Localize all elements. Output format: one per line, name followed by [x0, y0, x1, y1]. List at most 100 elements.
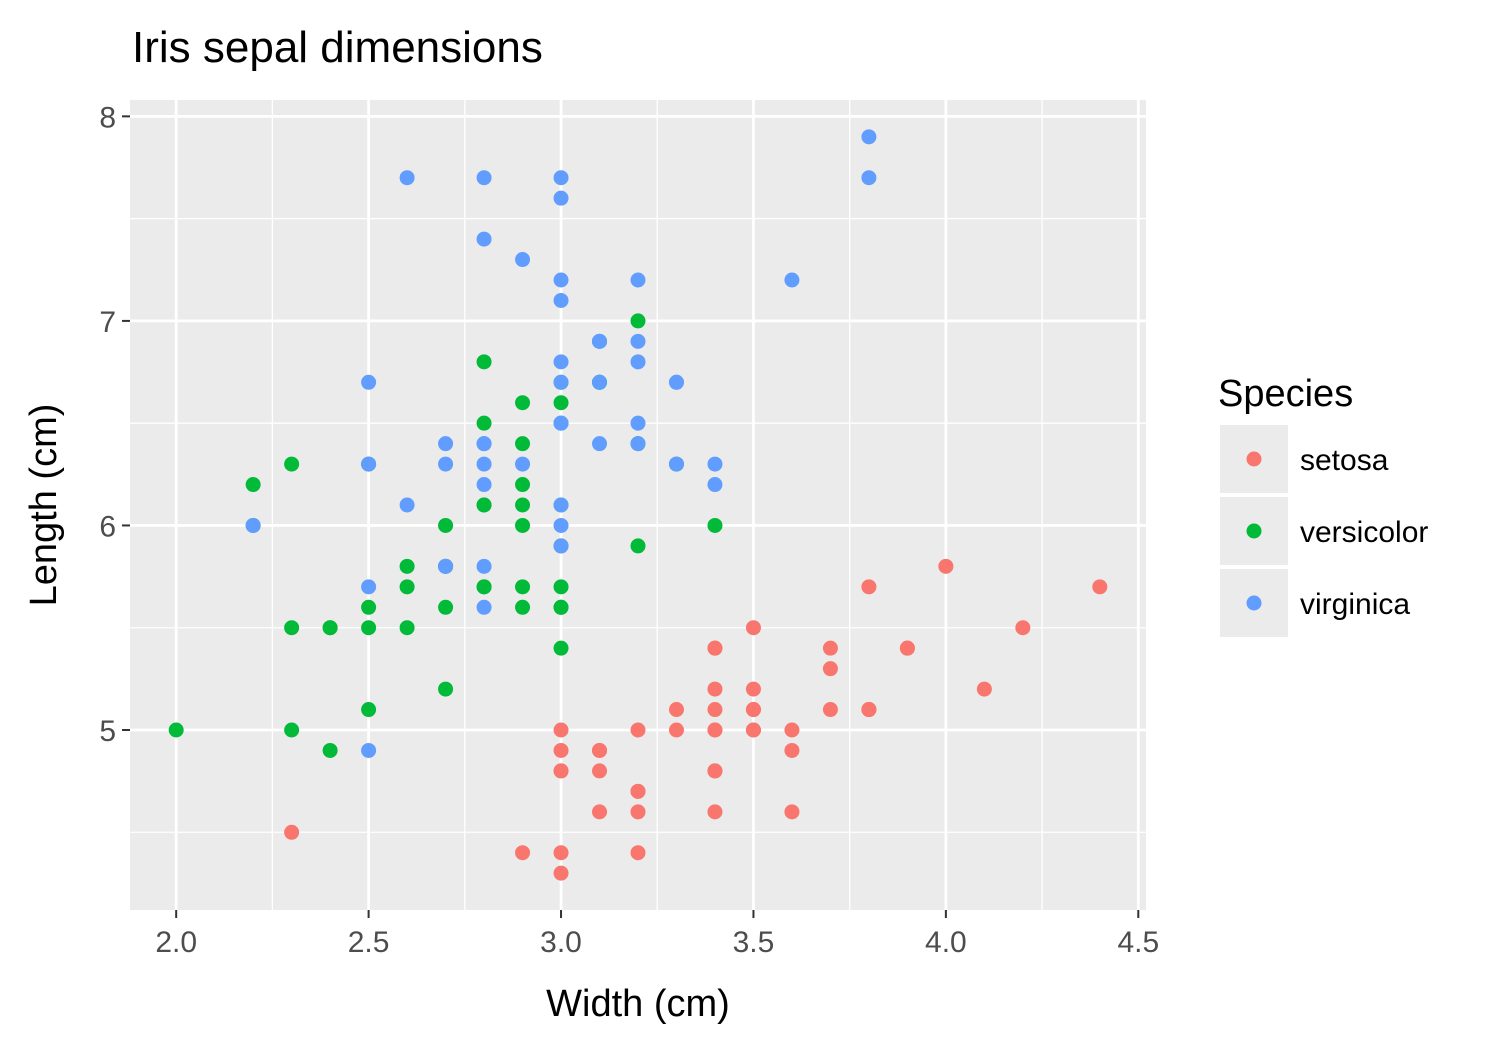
y-axis-title: Length (cm) [23, 404, 65, 607]
data-point-virginica [361, 579, 377, 595]
data-point-virginica [476, 558, 492, 574]
data-point-virginica [592, 374, 608, 390]
data-point-virginica [630, 333, 646, 349]
data-point-setosa [553, 742, 569, 758]
data-point-versicolor [168, 722, 184, 738]
x-tick-label: 2.5 [348, 926, 390, 959]
data-point-versicolor [515, 395, 531, 411]
data-point-versicolor [553, 579, 569, 595]
data-point-virginica [553, 517, 569, 533]
data-point-virginica [553, 497, 569, 513]
x-tick-label: 3.5 [733, 926, 775, 959]
data-point-setosa [284, 824, 300, 840]
grid-minor [130, 100, 1146, 910]
data-point-setosa [553, 722, 569, 738]
data-point-virginica [553, 538, 569, 554]
data-point-versicolor [284, 456, 300, 472]
data-point-versicolor [553, 640, 569, 656]
data-point-setosa [861, 579, 877, 595]
data-point-setosa [745, 702, 761, 718]
data-point-virginica [438, 436, 454, 452]
data-point-versicolor [284, 620, 300, 636]
data-point-setosa [938, 558, 954, 574]
data-point-setosa [707, 722, 723, 738]
data-point-virginica [476, 436, 492, 452]
data-point-versicolor [515, 599, 531, 615]
data-point-setosa [630, 845, 646, 861]
data-point-versicolor [553, 395, 569, 411]
data-point-setosa [861, 702, 877, 718]
data-point-virginica [707, 456, 723, 472]
data-point-setosa [707, 763, 723, 779]
data-point-setosa [630, 783, 646, 799]
legend-marker-setosa [1246, 451, 1262, 467]
legend-label-virginica: virginica [1300, 588, 1410, 621]
data-point-virginica [592, 333, 608, 349]
data-point-versicolor [361, 620, 377, 636]
data-point-virginica [668, 374, 684, 390]
x-tick-label: 4.0 [925, 926, 967, 959]
data-point-virginica [784, 272, 800, 288]
data-point-setosa [668, 702, 684, 718]
data-point-setosa [1092, 579, 1108, 595]
data-point-versicolor [515, 497, 531, 513]
data-point-versicolor [284, 722, 300, 738]
data-point-virginica [630, 415, 646, 431]
data-point-virginica [707, 477, 723, 493]
data-point-virginica [476, 456, 492, 472]
data-point-setosa [1015, 620, 1031, 636]
legend: Species setosa versicolor virginica [1218, 373, 1428, 637]
x-tick-label: 4.5 [1117, 926, 1159, 959]
legend-label-setosa: setosa [1300, 444, 1389, 477]
data-point-setosa [630, 722, 646, 738]
plot-panel [130, 100, 1146, 910]
data-point-versicolor [707, 517, 723, 533]
data-point-versicolor [361, 702, 377, 718]
data-point-versicolor [322, 620, 338, 636]
legend-label-versicolor: versicolor [1300, 516, 1428, 549]
x-axis: 2.0 2.5 3.0 3.5 4.0 4.5 [155, 910, 1159, 959]
data-point-versicolor [476, 497, 492, 513]
data-point-virginica [476, 231, 492, 247]
data-point-setosa [592, 804, 608, 820]
data-point-versicolor [476, 579, 492, 595]
data-point-virginica [515, 252, 531, 268]
data-point-virginica [438, 558, 454, 574]
data-point-versicolor [399, 558, 415, 574]
x-axis-title: Width (cm) [546, 983, 730, 1025]
data-point-setosa [822, 661, 838, 677]
data-point-versicolor [630, 538, 646, 554]
y-tick-label: 5 [99, 715, 116, 748]
data-point-virginica [668, 456, 684, 472]
data-point-versicolor [476, 354, 492, 370]
data-point-virginica [553, 190, 569, 206]
data-point-virginica [861, 170, 877, 186]
data-point-setosa [745, 722, 761, 738]
grid-major [130, 100, 1146, 910]
data-point-setosa [553, 845, 569, 861]
data-point-setosa [822, 640, 838, 656]
data-point-versicolor [553, 599, 569, 615]
data-point-virginica [361, 742, 377, 758]
y-axis: 5 6 7 8 [99, 101, 130, 748]
y-tick-label: 8 [99, 101, 116, 134]
data-point-virginica [399, 170, 415, 186]
data-point-virginica [515, 456, 531, 472]
data-point-setosa [822, 702, 838, 718]
data-point-virginica [553, 354, 569, 370]
data-point-virginica [630, 272, 646, 288]
data-point-setosa [515, 845, 531, 861]
data-point-setosa [592, 742, 608, 758]
data-point-versicolor [245, 477, 261, 493]
data-point-versicolor [438, 517, 454, 533]
y-tick-label: 6 [99, 510, 116, 543]
data-point-virginica [553, 272, 569, 288]
data-point-versicolor [515, 517, 531, 533]
data-point-setosa [745, 620, 761, 636]
data-point-virginica [592, 436, 608, 452]
data-point-versicolor [399, 620, 415, 636]
data-point-virginica [476, 599, 492, 615]
x-tick-label: 2.0 [155, 926, 197, 959]
x-tick-label: 3.0 [540, 926, 582, 959]
